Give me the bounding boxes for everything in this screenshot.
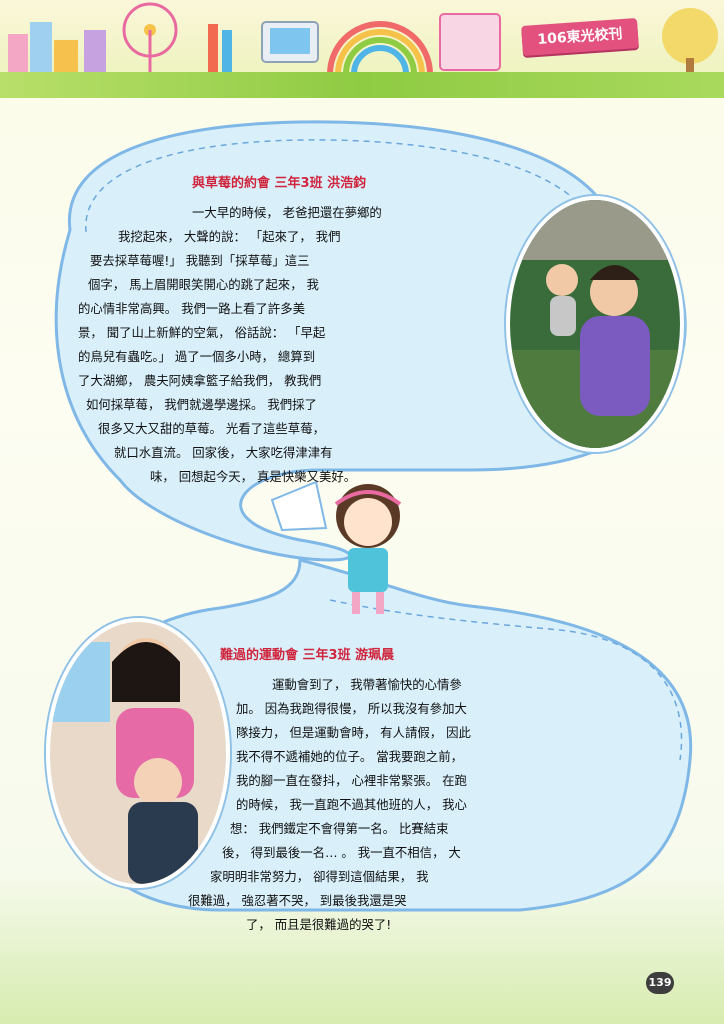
story2-line: 的時候， 我一直跑不過其他班的人， 我心 xyxy=(236,797,467,812)
header-banner: 106東光校刊 xyxy=(0,0,724,98)
story1-bubble xyxy=(54,120,687,562)
story1: 與草莓的約會 三年3班 洪浩鈞 一大早的時候， 老爸把還在夢鄉的 我挖起來， 大… xyxy=(74,172,382,489)
story1-line: 了大湖鄉， 農夫阿姨拿籃子給我們， 教我們 xyxy=(78,373,322,388)
story2-line: 很難過， 強忍著不哭， 到最後我還是哭 xyxy=(188,893,407,908)
story1-line: 如何採草莓， 我們就邊學邊採。 我們採了 xyxy=(86,397,317,412)
story1-line: 我挖起來， 大聲的說： 「起來了， 我們 xyxy=(118,229,341,244)
header-illustration xyxy=(8,2,718,76)
story2-line: 後， 得到最後一名… 。 我一直不相信， 大 xyxy=(222,845,461,860)
photo2-image xyxy=(50,622,226,884)
story2-line: 想： 我們鐵定不會得第一名。 比賽結束 xyxy=(230,821,449,836)
sports-day-photo xyxy=(46,618,230,888)
story1-title: 與草莓的約會 三年3班 洪浩鈞 xyxy=(192,176,367,191)
story1-line: 一大早的時候， 老爸把還在夢鄉的 xyxy=(192,205,382,220)
story1-line: 的鳥兒有蟲吃。」 過了一個多小時， 總算到 xyxy=(78,349,316,364)
story1-line: 景， 聞了山上新鮮的空氣， 俗話說： 「早起 xyxy=(78,325,326,340)
story1-line: 很多又大又甜的草莓。 光看了這些草莓， xyxy=(98,421,325,436)
story2-line: 加。 因為我跑得很慢， 所以我沒有參加大 xyxy=(236,701,467,716)
story2-title: 難過的運動會 三年3班 游珮晨 xyxy=(220,648,395,663)
story1-line: 就口水直流。 回家後， 大家吃得津津有 xyxy=(114,445,333,460)
header-green-bar xyxy=(0,72,724,98)
story1-line: 個字， 馬上眉開眼笑開心的跳了起來， 我 xyxy=(88,277,319,292)
story2-line: 我不得不遞補她的位子。 當我要跑之前， xyxy=(236,749,463,764)
photo1-image xyxy=(510,200,680,448)
story2-line: 隊接力， 但是運動會時， 有人請假， 因此 xyxy=(236,725,471,740)
page-number: 139 xyxy=(646,972,674,994)
strawberry-picking-photo xyxy=(506,196,684,452)
girl-megaphone-illustration xyxy=(270,480,402,614)
story2-line: 了， 而且是很難過的哭了! xyxy=(246,917,392,932)
story2-line: 運動會到了， 我帶著愉快的心情參 xyxy=(272,677,462,692)
story2-line: 家明明非常努力， 卻得到這個結果， 我 xyxy=(210,869,429,884)
story2-line: 我的腳一直在發抖， 心裡非常緊張。 在跑 xyxy=(236,773,467,788)
story1-line: 的心情非常高興。 我們一路上看了許多美 xyxy=(78,301,305,316)
story1-line: 要去採草莓喔!」 我聽到「採草莓」這三 xyxy=(90,253,310,268)
story1-line: 味， 回想起今天， 真是快樂又美好。 xyxy=(150,469,357,484)
story2: 難過的運動會 三年3班 游珮晨 運動會到了， 我帶著愉快的心情參 加。 因為我跑… xyxy=(186,644,471,937)
